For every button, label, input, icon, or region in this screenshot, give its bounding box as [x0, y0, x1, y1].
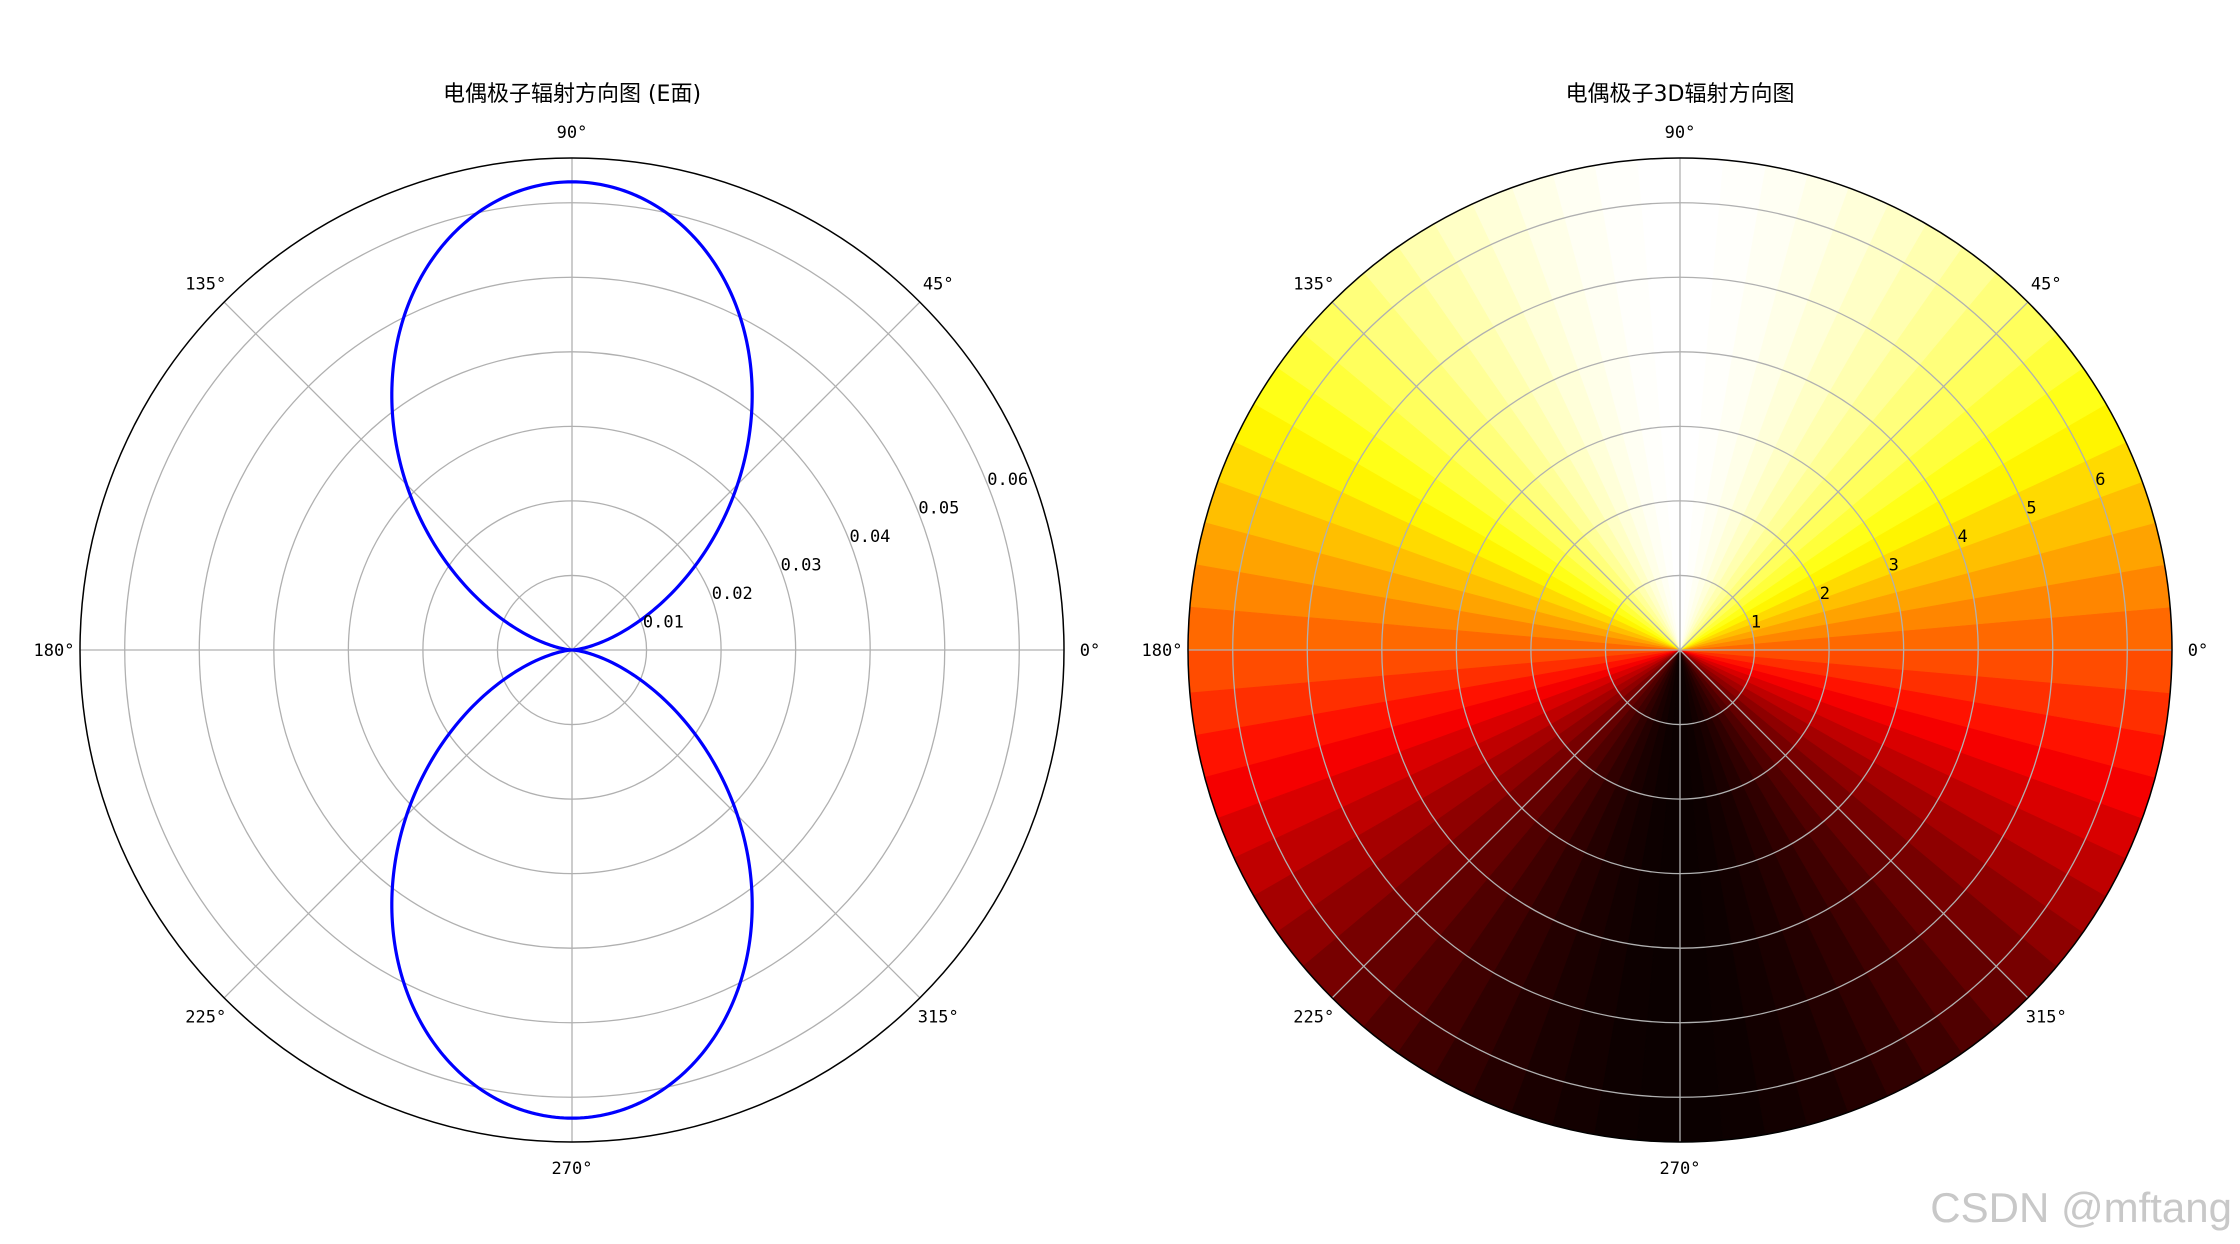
angular-gridline: [1679, 301, 2029, 651]
angle-tick-label: 315°: [918, 1007, 959, 1027]
angle-tick-label: 45°: [2031, 275, 2062, 295]
r-tick-label: 0.04: [849, 527, 890, 547]
r-tick-label: 5: [2026, 498, 2036, 518]
r-tick-label: 0.01: [643, 612, 684, 632]
angle-tick-label: 90°: [557, 123, 588, 143]
heatmap-sectors: [1187, 157, 2173, 1143]
angular-gridline: [571, 301, 921, 651]
angle-tick-label: 225°: [185, 1007, 226, 1027]
r-tick-label: 4: [1957, 527, 1967, 547]
chart-title: 电偶极子辐射方向图 (E面): [443, 82, 701, 107]
angle-tick-label: 0°: [2188, 641, 2208, 661]
r-tick-label: 6: [2095, 470, 2105, 490]
r-tick-label: 0.03: [781, 555, 822, 575]
angle-tick-label: 90°: [1665, 123, 1696, 143]
angle-tick-label: 225°: [1293, 1007, 1334, 1027]
angle-tick-label: 0°: [1080, 641, 1100, 661]
polar-plot-3d-pattern: 1 2 3 4 5 6 0° 45° 90° 135° 180° 225° 270° 315° 电偶极子3D…: [1142, 82, 2209, 1179]
series-line: [390, 180, 754, 1120]
r-tick-label: 3: [1889, 555, 1899, 575]
angle-tick-label: 180°: [1142, 641, 1183, 661]
r-tick-label: 0.05: [918, 498, 959, 518]
angle-tick-label: 270°: [1660, 1159, 1701, 1179]
angle-tick-label: 180°: [34, 641, 75, 661]
r-tick-label: 0.02: [712, 584, 753, 604]
angle-tick-label: 135°: [1293, 275, 1334, 295]
r-tick-label: 2: [1820, 584, 1830, 604]
r-tick-label: 1: [1751, 612, 1761, 632]
r-tick-label: 0.06: [987, 470, 1028, 490]
angle-tick-label: 45°: [923, 275, 954, 295]
angular-gridline: [223, 649, 573, 999]
polar-spine: [79, 157, 1065, 1143]
chart-title: 电偶极子3D辐射方向图: [1566, 82, 1795, 107]
angular-gridline: [223, 301, 573, 651]
angular-gridline: [1331, 301, 1681, 651]
angle-tick-label: 135°: [185, 275, 226, 295]
watermark: CSDN @mftang: [1930, 1184, 2232, 1231]
angle-tick-label: 315°: [2026, 1007, 2067, 1027]
angular-gridline: [1679, 649, 2029, 999]
polar-plot-e-plane: 0.01 0.02 0.03 0.04 0.05 0.06 0° 45° 90° 135° 180°…: [34, 82, 1101, 1179]
angular-gridline: [1331, 649, 1681, 999]
polar-spine: [1187, 157, 2173, 1143]
angular-gridline: [571, 649, 921, 999]
angle-tick-label: 270°: [552, 1159, 593, 1179]
